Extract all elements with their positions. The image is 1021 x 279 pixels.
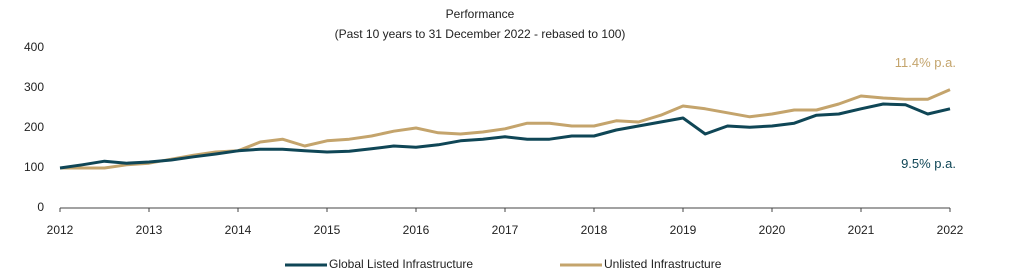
y-tick-label: 300	[24, 80, 44, 94]
series-line	[59, 102, 951, 170]
x-tick-label: 2016	[403, 223, 430, 237]
x-tick-label: 2019	[670, 223, 697, 237]
legend-label: Unlisted Infrastructure	[604, 257, 722, 271]
y-tick-label: 100	[24, 160, 44, 174]
chart-title: Performance	[446, 7, 515, 21]
y-tick-label: 400	[24, 40, 44, 54]
y-tick-label: 0	[37, 200, 44, 214]
x-tick-label: 2013	[136, 223, 163, 237]
x-tick-label: 2020	[759, 223, 786, 237]
series-line	[60, 88, 951, 170]
x-tick-label: 2014	[225, 223, 252, 237]
chart-subtitle: (Past 10 years to 31 December 2022 - reb…	[335, 27, 626, 41]
y-tick-label: 200	[24, 120, 44, 134]
x-tick-label: 2012	[47, 223, 74, 237]
x-tick-label: 2022	[937, 223, 964, 237]
annotation: 9.5% p.a.	[901, 156, 956, 171]
x-tick-label: 2017	[492, 223, 519, 237]
x-tick-label: 2015	[314, 223, 341, 237]
x-tick-label: 2021	[848, 223, 875, 237]
legend-label: Global Listed Infrastructure	[329, 257, 473, 271]
annotation: 11.4% p.a.	[895, 55, 956, 70]
x-tick-label: 2018	[581, 223, 608, 237]
